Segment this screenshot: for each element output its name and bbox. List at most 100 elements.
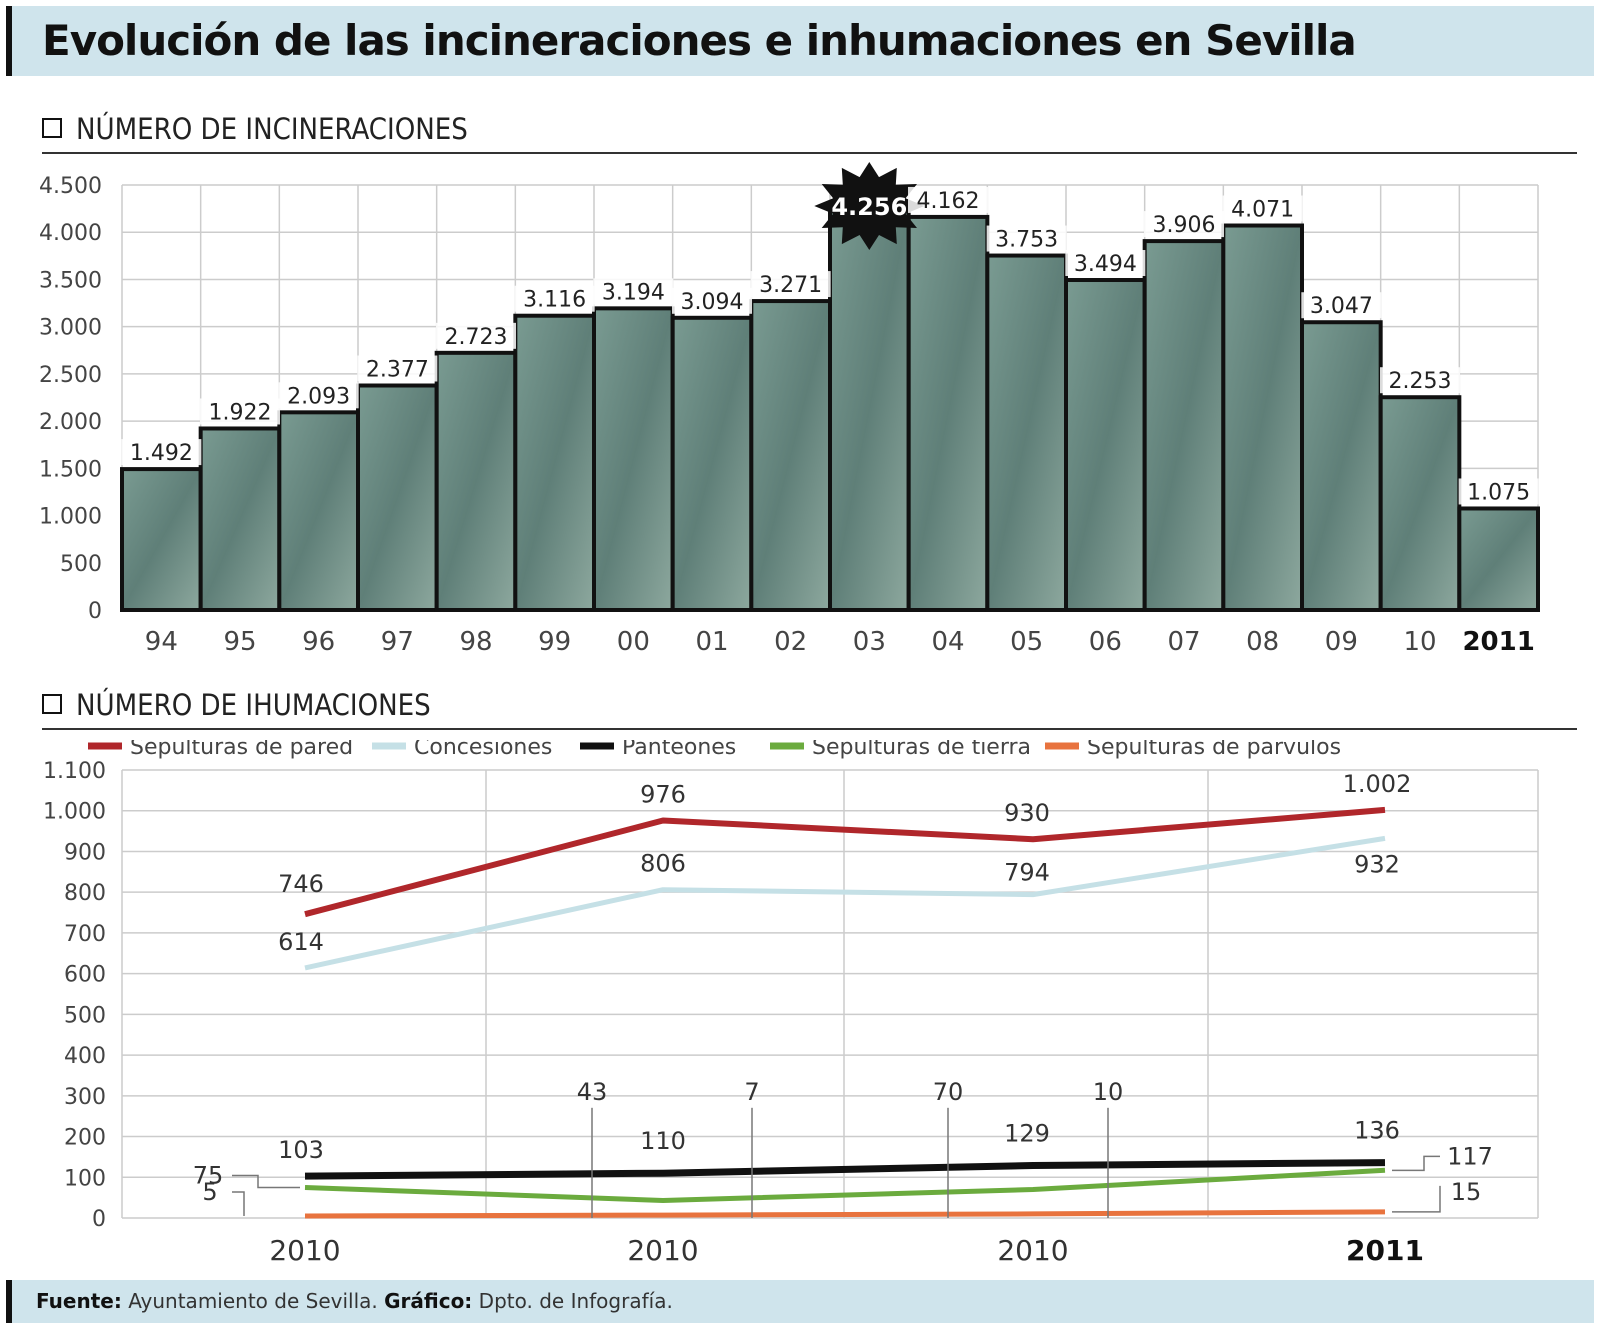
bar-x-tick-label: 06 — [1089, 627, 1122, 657]
chart-title: Evolución de las incineraciones e inhuma… — [42, 16, 1357, 65]
bar-x-tick-label: 10 — [1403, 627, 1436, 657]
bar-value-label: 3.047 — [1310, 294, 1373, 319]
bar-x-tick-label: 02 — [774, 627, 807, 657]
line-chart-y-axis: 0 100 200 300 400 500 600 700 800 900 1.000 1.100 — [43, 759, 106, 1232]
line-value-label: 75 — [193, 1161, 224, 1189]
bar-label-bg — [436, 322, 516, 349]
line-value-label: 932 — [1354, 850, 1400, 878]
bar-96 — [277, 410, 361, 612]
bar-x-tick-label: 08 — [1246, 627, 1279, 657]
bar-94 — [120, 467, 203, 613]
line-value-label: 746 — [278, 870, 324, 898]
bar-label-bg — [1065, 250, 1146, 277]
bar-value-label: 3.116 — [523, 288, 586, 313]
bar-value-label: 1.075 — [1467, 480, 1530, 505]
footer-text: Fuente: Ayuntamiento de Sevilla. Gráfico… — [36, 1289, 673, 1313]
callout-leader — [1392, 1155, 1440, 1172]
series-line-2 — [304, 1159, 1386, 1180]
bar-label-bg — [750, 271, 831, 298]
bar-chart-y-axis: 0 500 1.000 1.500 2.000 2.500 3.000 3.500 4.000 4… — [39, 174, 102, 624]
line-value-label: 976 — [640, 781, 686, 809]
bar-label-bg — [908, 186, 988, 213]
bar-label-bg — [1144, 211, 1224, 238]
bar-value-label: 3.271 — [759, 273, 822, 298]
bar-x-tick-label: 09 — [1325, 627, 1358, 657]
line-value-label: 70 — [933, 1078, 964, 1106]
bar-label-bg — [986, 225, 1067, 252]
bar-value-label: 4.071 — [1231, 198, 1294, 223]
bar-y-tick-label: 1.500 — [39, 457, 102, 482]
line-y-tick-label: 500 — [64, 1003, 106, 1028]
section-square-icon — [42, 118, 62, 138]
bar-chart-incineraciones: 05001.0001.5002.0002.5003.0003.5004.0004… — [39, 162, 1541, 657]
bar-x-tick-label: 07 — [1167, 627, 1200, 657]
bar-value-label: 2.723 — [445, 325, 508, 350]
line-chart-inhumaciones: Sepulturas de pared Concesiones Panteones S… — [43, 740, 1539, 1267]
bar-y-tick-label: 3.000 — [39, 316, 102, 341]
bar-label-bg — [357, 355, 438, 382]
footer-graphic: Dpto. de Infografía. — [478, 1289, 673, 1313]
line-y-tick-label: 0 — [92, 1207, 106, 1232]
bar-06 — [1064, 278, 1147, 612]
bar-x-tick-label: 95 — [223, 627, 256, 657]
line-y-tick-label: 300 — [64, 1085, 106, 1110]
bar-label-bg — [672, 287, 752, 314]
line-y-tick-label: 1.100 — [43, 759, 106, 784]
bar-2011 — [1457, 506, 1541, 613]
bar-04 — [906, 214, 990, 613]
section-label-incineraciones: NÚMERO DE INCINERACIONES — [76, 112, 468, 146]
bar-y-tick-label: 2.500 — [39, 363, 102, 388]
bar-x-tick-label: 99 — [538, 627, 571, 657]
bar-label-bg — [278, 382, 359, 409]
callout-leader — [1392, 1185, 1441, 1213]
bar-label-bg — [1380, 367, 1460, 394]
line-x-tick-label: 2011 — [1346, 1234, 1424, 1267]
line-value-label: 136 — [1354, 1117, 1400, 1145]
bar-05 — [985, 253, 1068, 613]
bar-chart-x-axis: 94 95 96 97 98 99 00 01 02 03 04 05 06 07 08 09 10 2011 — [145, 627, 1535, 657]
line-value-label: 806 — [640, 850, 686, 878]
bar-value-label: 4.256 — [831, 193, 907, 221]
section-header-incineraciones: NÚMERO DE INCINERACIONES — [42, 108, 1577, 154]
line-value-label: 614 — [278, 928, 324, 956]
bar-value-label: 2.377 — [366, 358, 429, 383]
line-y-tick-label: 1.000 — [43, 800, 106, 825]
line-value-label: 1.002 — [1343, 770, 1412, 798]
line-value-label: 129 — [1004, 1119, 1050, 1147]
bar-y-tick-label: 4.500 — [39, 174, 102, 199]
bar-x-tick-label: 96 — [302, 627, 335, 657]
bar-x-tick-label: 97 — [381, 627, 414, 657]
bar-x-tick-label: 98 — [459, 627, 492, 657]
bar-x-tick-label: 00 — [617, 627, 650, 657]
bar-95 — [198, 426, 282, 612]
bar-x-tick-label: 94 — [145, 627, 178, 657]
line-value-label: 103 — [278, 1136, 324, 1164]
bar-02 — [749, 299, 832, 612]
line-value-label: 110 — [640, 1127, 686, 1155]
line-value-label: 5 — [202, 1178, 217, 1206]
legend-label: Sepulturas de parvulos — [1087, 740, 1341, 760]
bar-chart-value-labels: 1.492 1.922 2.093 2.377 2.723 3.116 3.194 3.094… — [121, 162, 1539, 505]
legend-label: Concesiones — [414, 740, 552, 760]
bar-x-tick-label: 05 — [1010, 627, 1043, 657]
bar-value-label: 3.194 — [602, 280, 665, 305]
bar-99 — [513, 313, 596, 612]
bar-y-tick-label: 0 — [88, 599, 102, 624]
line-y-tick-label: 200 — [64, 1126, 106, 1151]
bar-y-tick-label: 3.500 — [39, 268, 102, 293]
bar-label-bg — [1301, 292, 1382, 319]
footer-graphic-label: Gráfico: — [384, 1289, 473, 1313]
bar-value-label: 3.094 — [681, 290, 744, 315]
bar-value-label: 1.922 — [209, 400, 272, 425]
highlight-burst: 4.256 — [814, 162, 925, 250]
bar-y-tick-label: 2.000 — [39, 410, 102, 435]
series-line-1 — [304, 835, 1386, 971]
callout-leader — [232, 1174, 300, 1189]
footer-source-label: Fuente: — [36, 1289, 122, 1313]
bar-x-tick-label: 04 — [931, 627, 964, 657]
line-value-label: 117 — [1447, 1142, 1493, 1170]
section-header-inhumaciones: NÚMERO DE IHUMACIONES — [42, 684, 1577, 730]
line-x-tick-label: 2010 — [627, 1234, 698, 1267]
bar-value-label: 4.162 — [917, 189, 980, 214]
series-line-0 — [304, 806, 1386, 918]
